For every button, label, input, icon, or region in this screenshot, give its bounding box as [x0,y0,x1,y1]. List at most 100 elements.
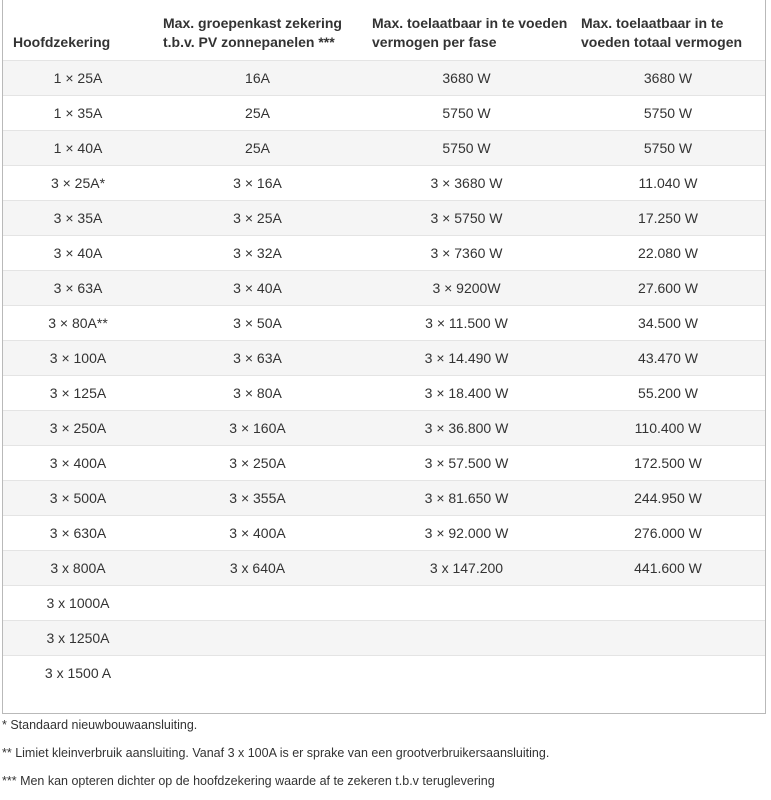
header-power-per-phase: Max. toelaatbaar in te voeden vermogen p… [372,14,568,50]
cell-total-power [571,584,765,620]
cell-main-fuse: 3 × 500A [3,479,153,515]
cell-pv-group-fuse: 3 × 160A [153,409,362,445]
cell-main-fuse: 3 × 40A [3,234,153,270]
table-row: 3 × 500A 3 × 355A 3 × 81.650 W 244.950 W [3,479,765,515]
cell-total-power [571,654,765,690]
table-row: 3 x 800A 3 x 640A 3 x 147.200 441.600 W [3,549,765,585]
table-row: 3 × 80A** 3 × 50A 3 × 11.500 W 34.500 W [3,304,765,340]
cell-power-per-phase [362,619,571,655]
header-main-fuse: Hoofdzekering [13,33,111,50]
cell-total-power [571,619,765,655]
cell-pv-group-fuse [153,654,362,690]
table-row: 3 × 250A 3 × 160A 3 × 36.800 W 110.400 W [3,409,765,445]
table-header: Hoofdzekering Max. groepenkast zekering … [3,0,765,60]
cell-power-per-phase: 3 × 92.000 W [362,514,571,550]
cell-total-power: 441.600 W [571,549,765,585]
header-row: Hoofdzekering Max. groepenkast zekering … [3,0,765,60]
cell-total-power: 34.500 W [571,304,765,340]
footnote-1: * Standaard nieuwbouwaansluiting. [2,718,198,732]
cell-power-per-phase: 3 × 3680 W [362,164,571,200]
cell-main-fuse: 3 × 400A [3,444,153,480]
cell-total-power: 244.950 W [571,479,765,515]
table-row: 3 × 63A 3 × 40A 3 × 9200W 27.600 W [3,269,765,305]
cell-main-fuse: 3 × 630A [3,514,153,550]
cell-power-per-phase: 3 × 18.400 W [362,374,571,410]
table-row: 3 x 1500 A [3,654,765,690]
table-row: 3 × 125A 3 × 80A 3 × 18.400 W 55.200 W [3,374,765,410]
table-row: 3 × 40A 3 × 32A 3 × 7360 W 22.080 W [3,234,765,270]
cell-pv-group-fuse: 25A [153,129,362,165]
cell-main-fuse: 3 × 25A* [3,164,153,200]
cell-main-fuse: 3 x 800A [3,549,153,585]
fuse-capacity-table: Hoofdzekering Max. groepenkast zekering … [3,0,765,690]
cell-main-fuse: 3 x 1500 A [3,654,153,690]
footnote-3: *** Men kan opteren dichter op de hoofdz… [2,774,495,788]
cell-power-per-phase: 5750 W [362,129,571,165]
table-row: 1 × 25A 16A 3680 W 3680 W [3,59,765,95]
cell-power-per-phase: 3 × 36.800 W [362,409,571,445]
cell-main-fuse: 3 x 1000A [3,584,153,620]
header-pv-group-fuse: Max. groepenkast zekering t.b.v. PV zonn… [163,14,342,50]
cell-pv-group-fuse: 3 × 80A [153,374,362,410]
cell-power-per-phase: 3 × 14.490 W [362,339,571,375]
cell-pv-group-fuse: 3 x 640A [153,549,362,585]
cell-main-fuse: 3 × 100A [3,339,153,375]
cell-total-power: 55.200 W [571,374,765,410]
cell-total-power: 22.080 W [571,234,765,270]
cell-power-per-phase: 3 × 5750 W [362,199,571,235]
cell-power-per-phase: 3 × 9200W [362,269,571,305]
cell-main-fuse: 1 × 40A [3,129,153,165]
cell-power-per-phase [362,654,571,690]
table-row: 1 × 35A 25A 5750 W 5750 W [3,94,765,130]
cell-total-power: 172.500 W [571,444,765,480]
table-row: 3 x 1000A [3,584,765,620]
cell-main-fuse: 3 × 35A [3,199,153,235]
cell-pv-group-fuse: 16A [153,59,362,95]
cell-main-fuse: 3 x 1250A [3,619,153,655]
table-row: 3 × 400A 3 × 250A 3 × 57.500 W 172.500 W [3,444,765,480]
fuse-table-container: Hoofdzekering Max. groepenkast zekering … [2,0,766,714]
cell-power-per-phase: 3 × 11.500 W [362,304,571,340]
cell-main-fuse: 1 × 25A [3,59,153,95]
cell-total-power: 11.040 W [571,164,765,200]
cell-total-power: 5750 W [571,94,765,130]
table-row: 3 × 630A 3 × 400A 3 × 92.000 W 276.000 W [3,514,765,550]
cell-main-fuse: 3 × 125A [3,374,153,410]
cell-total-power: 17.250 W [571,199,765,235]
table-row: 3 × 100A 3 × 63A 3 × 14.490 W 43.470 W [3,339,765,375]
table-row: 3 × 25A* 3 × 16A 3 × 3680 W 11.040 W [3,164,765,200]
cell-pv-group-fuse: 25A [153,94,362,130]
cell-pv-group-fuse: 3 × 400A [153,514,362,550]
cell-pv-group-fuse: 3 × 40A [153,269,362,305]
cell-pv-group-fuse: 3 × 32A [153,234,362,270]
cell-main-fuse: 3 × 250A [3,409,153,445]
table-row: 3 x 1250A [3,619,765,655]
cell-total-power: 3680 W [571,59,765,95]
cell-main-fuse: 1 × 35A [3,94,153,130]
cell-main-fuse: 3 × 63A [3,269,153,305]
cell-power-per-phase: 3 × 7360 W [362,234,571,270]
cell-total-power: 43.470 W [571,339,765,375]
cell-pv-group-fuse: 3 × 250A [153,444,362,480]
cell-power-per-phase: 5750 W [362,94,571,130]
cell-pv-group-fuse [153,619,362,655]
cell-total-power: 110.400 W [571,409,765,445]
cell-pv-group-fuse: 3 × 355A [153,479,362,515]
cell-pv-group-fuse: 3 × 25A [153,199,362,235]
cell-total-power: 5750 W [571,129,765,165]
cell-pv-group-fuse [153,584,362,620]
cell-pv-group-fuse: 3 × 63A [153,339,362,375]
cell-power-per-phase: 3 × 57.500 W [362,444,571,480]
cell-power-per-phase: 3 × 81.650 W [362,479,571,515]
cell-power-per-phase: 3 x 147.200 [362,549,571,585]
cell-total-power: 276.000 W [571,514,765,550]
cell-power-per-phase: 3680 W [362,59,571,95]
cell-total-power: 27.600 W [571,269,765,305]
header-total-power: Max. toelaatbaar in te voeden totaal ver… [581,14,743,50]
footnote-2: ** Limiet kleinverbruik aansluiting. Van… [2,746,550,760]
cell-main-fuse: 3 × 80A** [3,304,153,340]
table-row: 3 × 35A 3 × 25A 3 × 5750 W 17.250 W [3,199,765,235]
cell-pv-group-fuse: 3 × 16A [153,164,362,200]
cell-power-per-phase [362,584,571,620]
